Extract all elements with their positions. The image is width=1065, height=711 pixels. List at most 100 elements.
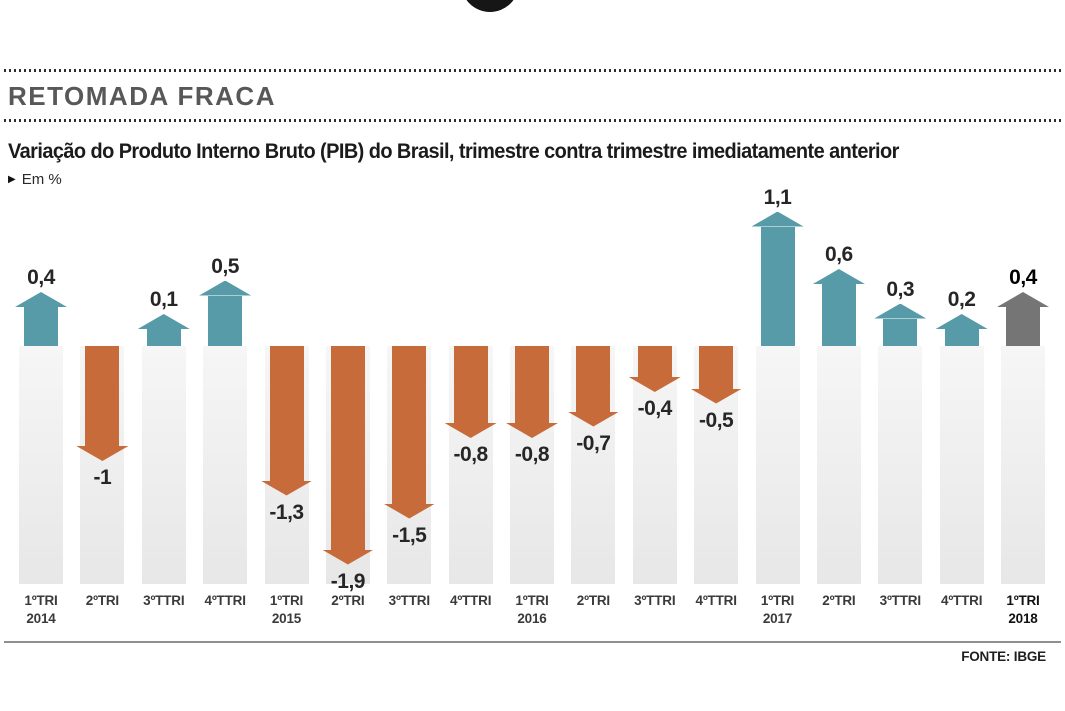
value-label: -1,3	[269, 500, 304, 524]
partial-logo-circle	[461, 0, 519, 12]
chart-column: 0,3 3ºTTRI	[874, 200, 927, 640]
value-label: -0,4	[637, 397, 673, 420]
arrow-head-icon	[935, 314, 988, 329]
arrow-body	[760, 226, 795, 346]
arrow-body	[453, 346, 488, 423]
quarter-label: 2ºTRI	[822, 593, 856, 608]
chart-column: 0,6 2ºTRI	[812, 200, 865, 640]
arrow-head-icon	[444, 423, 497, 438]
value-label: -1,5	[392, 523, 427, 547]
source-credit: FONTE: IBGE	[961, 649, 1046, 664]
arrow-head-icon	[628, 377, 681, 392]
quarter-label: 3ºTTRI	[634, 593, 676, 608]
quarter-label: 1ºTRI	[1006, 593, 1040, 608]
chart-column: -1,5 3ºTTRI	[383, 200, 436, 640]
chart-column: -0,7 2ºTRI	[567, 200, 620, 640]
section-title: RETOMADA FRACA	[8, 81, 276, 111]
down-arrow: -0,4	[628, 346, 681, 420]
column-background	[878, 346, 923, 584]
chart-column: -0,4 3ºTTRI	[628, 200, 681, 640]
up-arrow: 0,5	[199, 254, 252, 346]
value-label: -0,5	[699, 408, 734, 432]
arrow-head-icon	[321, 549, 374, 565]
x-axis-label: 2ºTRI	[577, 592, 610, 610]
quarter-label: 2ºTRI	[85, 593, 119, 608]
value-label: 0,4	[27, 266, 55, 289]
x-axis-label: 1ºTRI 2015	[270, 592, 303, 628]
arrow-body	[637, 346, 672, 377]
quarter-label: 1ºTRI	[515, 593, 549, 608]
year-label: 2015	[271, 611, 302, 627]
arrow-head-icon	[199, 280, 252, 296]
arrow-head-icon	[874, 303, 927, 319]
x-axis-label: 3ºTTRI	[143, 592, 184, 610]
arrow-body	[944, 329, 979, 346]
arrow-body	[208, 295, 243, 346]
x-axis-label: 2ºTRI	[822, 592, 855, 610]
quarter-label: 3ºTTRI	[388, 593, 430, 608]
value-label: 0,4	[1009, 266, 1037, 289]
chart-area: 0,4 1ºTRI 2014 -1 2ºTRI 0,1	[15, 187, 1049, 640]
x-axis-label: 1ºTRI 2017	[761, 592, 794, 628]
x-axis-label: 4ºTTRI	[696, 592, 737, 610]
up-arrow: 1,1	[751, 187, 804, 346]
chart-column: 0,2 4ºTTRI	[935, 200, 988, 640]
x-axis-label: 1ºTRI 2018	[1006, 592, 1039, 628]
arrow-body	[883, 318, 918, 346]
quarter-label: 1ºTRI	[760, 593, 795, 608]
year-label: 2018	[1008, 611, 1038, 627]
x-axis-label: 1ºTRI 2016	[515, 592, 548, 628]
quarter-label: 3ºTTRI	[143, 593, 185, 608]
arrow-body	[330, 346, 365, 550]
arrow-body	[392, 346, 427, 504]
year-label: 2017	[762, 611, 793, 627]
year-label: 2014	[26, 611, 56, 627]
arrow-body	[269, 346, 304, 481]
chart-title: Variação do Produto Interno Bruto (PIB) …	[8, 140, 899, 163]
arrow-head-icon	[751, 211, 804, 227]
quarter-label: 3ºTTRI	[879, 593, 921, 608]
down-arrow: -1,9	[321, 346, 374, 593]
x-axis-label: 2ºTRI	[86, 592, 119, 610]
up-arrow: 0,6	[812, 244, 865, 346]
x-axis-label: 2ºTRI	[331, 592, 364, 610]
dotted-divider-top	[4, 69, 1061, 72]
value-label: -1	[93, 466, 112, 489]
down-arrow: -0,8	[444, 346, 497, 466]
arrow-head-icon	[137, 314, 190, 329]
quarter-label: 4ºTTRI	[695, 593, 737, 608]
x-axis-label: 1ºTRI 2014	[24, 592, 57, 628]
down-arrow: -0,8	[506, 346, 558, 465]
value-label: 0,3	[886, 277, 915, 301]
chart-column: -0,5 4ºTTRI	[690, 200, 743, 640]
year-label: 2016	[517, 611, 547, 627]
quarter-label: 1ºTRI	[24, 593, 58, 608]
column-background	[141, 346, 186, 584]
quarter-label: 2ºTRI	[576, 593, 610, 608]
value-label: -0,8	[453, 443, 489, 466]
value-label: -1,9	[330, 569, 366, 593]
arrow-head-icon	[812, 269, 865, 284]
quarter-label: 4ºTTRI	[941, 593, 983, 608]
value-label: 0,5	[211, 254, 239, 278]
arrow-head-icon	[76, 446, 129, 461]
arrow-body	[821, 284, 856, 346]
arrow-body	[515, 346, 549, 423]
up-arrow: 0,4	[15, 267, 67, 346]
chart-column: -1 2ºTRI	[76, 200, 129, 640]
chart-column: 1,1 1ºTRI 2017	[751, 187, 804, 640]
unit-label: Em %	[21, 171, 62, 188]
arrow-head-icon	[997, 292, 1049, 307]
quarter-label: 4ºTTRI	[204, 593, 246, 608]
x-axis-label: 4ºTTRI	[205, 592, 246, 610]
column-background	[19, 346, 63, 584]
x-axis-label: 3ºTTRI	[389, 592, 430, 610]
down-arrow: -0,7	[567, 346, 620, 454]
value-label: -0,8	[514, 443, 550, 466]
chart-column: 0,5 4ºTTRI	[199, 200, 252, 640]
quarter-label: 2ºTRI	[331, 593, 365, 608]
arrow-head-icon	[260, 480, 313, 496]
column-background	[755, 346, 800, 584]
column-background	[203, 346, 248, 584]
up-arrow: 0,1	[137, 289, 190, 346]
